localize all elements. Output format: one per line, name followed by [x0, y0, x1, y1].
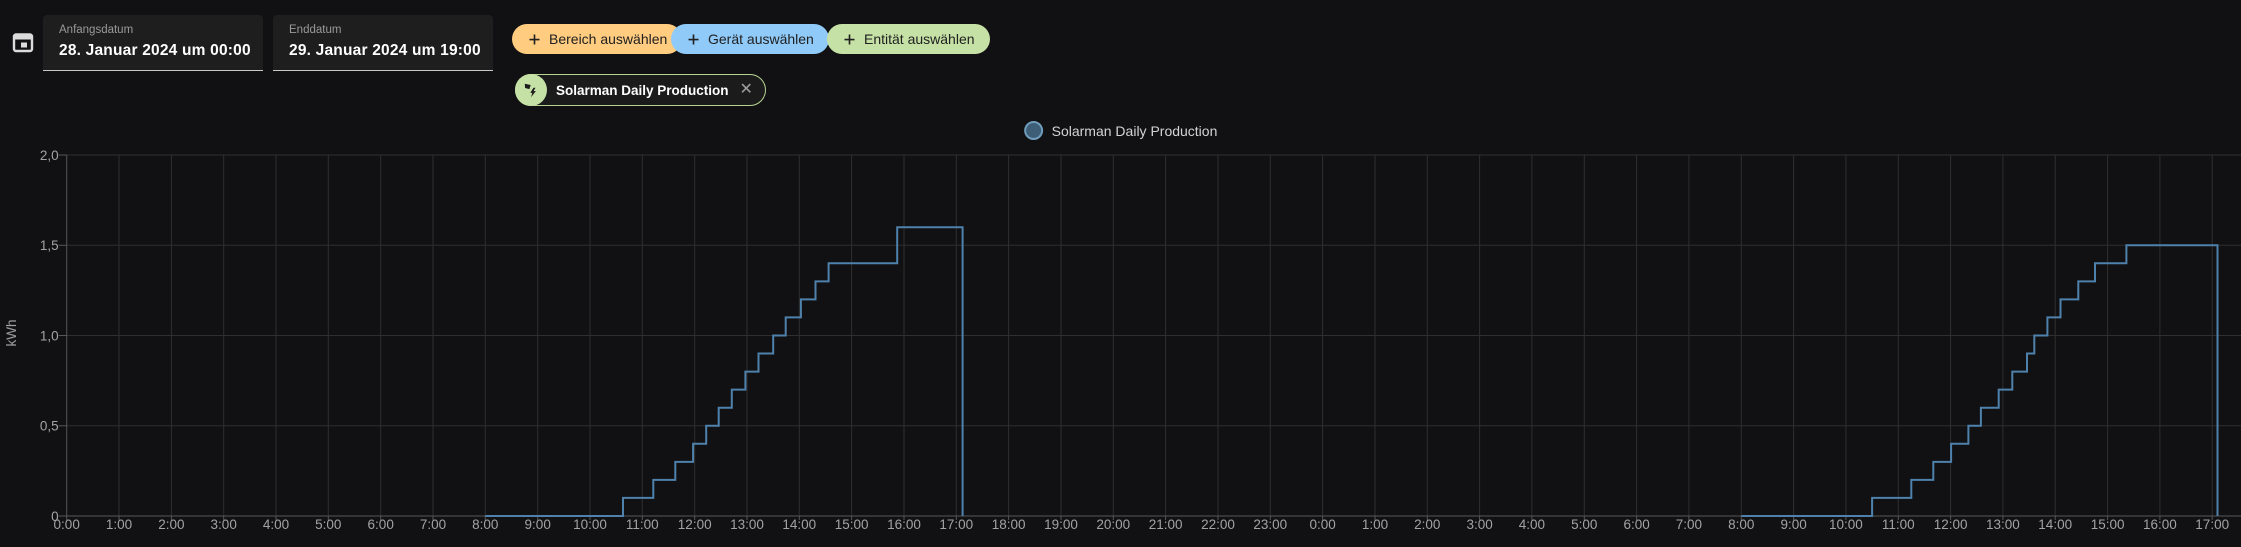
select-device-chip-label: Gerät auswählen	[708, 31, 814, 47]
svg-text:3:00: 3:00	[211, 517, 237, 532]
svg-text:10:00: 10:00	[573, 517, 607, 532]
svg-text:12:00: 12:00	[678, 517, 712, 532]
start-date-label: Anfangsdatum	[59, 24, 134, 36]
svg-text:2:00: 2:00	[1414, 517, 1440, 532]
select-area-chip-label: Bereich auswählen	[549, 31, 668, 47]
svg-text:5:00: 5:00	[315, 517, 341, 532]
svg-text:10:00: 10:00	[1829, 517, 1863, 532]
svg-text:7:00: 7:00	[420, 517, 446, 532]
svg-text:1,5: 1,5	[40, 238, 59, 253]
y-axis-unit-label: kWh	[4, 320, 19, 347]
svg-text:4:00: 4:00	[263, 517, 289, 532]
select-area-chip[interactable]: Bereich auswählen	[512, 24, 683, 54]
svg-text:5:00: 5:00	[1571, 517, 1597, 532]
svg-text:14:00: 14:00	[2038, 517, 2072, 532]
svg-text:9:00: 9:00	[1780, 517, 1806, 532]
svg-text:0,5: 0,5	[40, 419, 59, 434]
plus-icon	[688, 34, 699, 44]
svg-text:16:00: 16:00	[887, 517, 921, 532]
plus-icon	[529, 34, 540, 44]
end-date-value: 29. Januar 2024 um 19:00	[289, 42, 481, 59]
svg-text:17:00: 17:00	[939, 517, 973, 532]
svg-text:8:00: 8:00	[1728, 517, 1754, 532]
svg-text:9:00: 9:00	[525, 517, 551, 532]
svg-text:2,0: 2,0	[40, 148, 59, 163]
end-date-field[interactable]: Enddatum 29. Januar 2024 um 19:00	[273, 15, 493, 71]
x-axis-labels: 0:00 1:00 2:00 3:00 4:00 5:00 6:00 7:00 8:00 9:00…	[54, 517, 2230, 532]
plus-icon	[844, 34, 855, 44]
svg-text:11:00: 11:00	[626, 517, 659, 532]
svg-text:16:00: 16:00	[2143, 517, 2177, 532]
chart-gridlines	[66, 154, 2241, 516]
svg-text:0:00: 0:00	[54, 517, 80, 532]
legend-marker-icon	[1023, 121, 1043, 140]
svg-text:14:00: 14:00	[782, 517, 816, 532]
svg-text:12:00: 12:00	[1934, 517, 1968, 532]
svg-text:17:00: 17:00	[2195, 517, 2229, 532]
svg-text:23:00: 23:00	[1253, 517, 1287, 532]
legend-item[interactable]: Solarman Daily Production	[1023, 121, 1218, 140]
y-axis-labels: 0 0,5 1,0 1,5 2,0	[40, 148, 59, 524]
start-date-value: 28. Januar 2024 um 00:00	[59, 42, 251, 59]
svg-text:0:00: 0:00	[1309, 517, 1335, 532]
svg-text:13:00: 13:00	[1986, 517, 2020, 532]
svg-text:19:00: 19:00	[1044, 517, 1078, 532]
select-entity-chip-label: Entität auswählen	[864, 31, 975, 47]
svg-text:1,0: 1,0	[40, 328, 59, 343]
select-entity-chip[interactable]: Entität auswählen	[827, 24, 990, 54]
solar-power-icon	[524, 83, 536, 97]
svg-text:11:00: 11:00	[1882, 517, 1915, 532]
series-segment	[1741, 244, 2219, 517]
svg-text:3:00: 3:00	[1466, 517, 1492, 532]
svg-text:1:00: 1:00	[106, 517, 132, 532]
select-device-chip[interactable]: Gerät auswählen	[671, 24, 829, 54]
svg-text:13:00: 13:00	[730, 517, 764, 532]
svg-text:18:00: 18:00	[992, 517, 1026, 532]
entity-avatar	[515, 74, 547, 106]
end-date-label: Enddatum	[289, 24, 342, 36]
selected-entity-chip[interactable]: Solarman Daily Production ✕	[515, 74, 766, 106]
series-segment	[485, 226, 964, 517]
selected-entity-chip-label: Solarman Daily Production	[556, 82, 729, 98]
svg-text:6:00: 6:00	[1623, 517, 1649, 532]
svg-text:22:00: 22:00	[1201, 517, 1235, 532]
legend-label: Solarman Daily Production	[1051, 122, 1218, 139]
svg-text:20:00: 20:00	[1096, 517, 1130, 532]
calendar-icon-button[interactable]	[10, 30, 36, 56]
svg-text:4:00: 4:00	[1519, 517, 1545, 532]
svg-text:15:00: 15:00	[2091, 517, 2125, 532]
svg-text:8:00: 8:00	[472, 517, 498, 532]
remove-entity-button[interactable]: ✕	[739, 81, 753, 98]
svg-text:2:00: 2:00	[158, 517, 184, 532]
svg-text:21:00: 21:00	[1149, 517, 1183, 532]
svg-text:6:00: 6:00	[368, 517, 394, 532]
start-date-field[interactable]: Anfangsdatum 28. Januar 2024 um 00:00	[43, 15, 263, 71]
svg-text:15:00: 15:00	[835, 517, 869, 532]
svg-text:7:00: 7:00	[1676, 517, 1702, 532]
svg-text:1:00: 1:00	[1362, 517, 1388, 532]
chart-axis-lines	[58, 154, 2241, 520]
svg-text:0: 0	[51, 509, 59, 524]
series-step-line	[485, 226, 2219, 517]
calendar-icon	[12, 33, 34, 53]
